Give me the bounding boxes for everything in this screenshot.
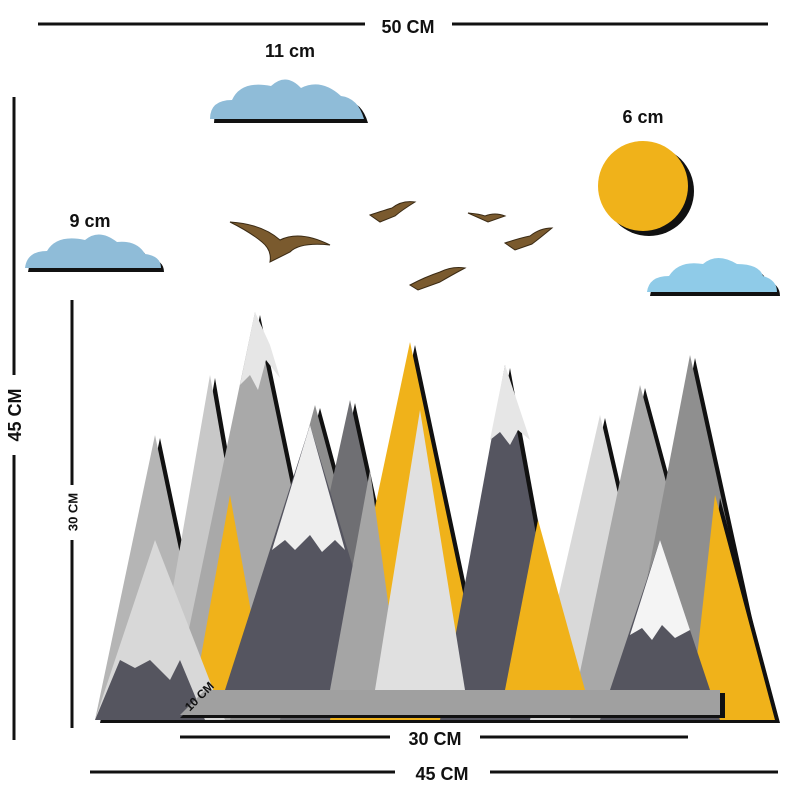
cloud-large-label: 11 cm (265, 41, 315, 61)
cloud-large (210, 79, 368, 123)
cloud-small-label: 9 cm (69, 211, 110, 231)
cloud-small (25, 234, 164, 272)
top-width-label: 50 CM (381, 17, 434, 37)
mountain-width-label: 45 CM (415, 764, 468, 784)
total-height-label: 45 CM (5, 388, 25, 441)
mountains (95, 312, 780, 723)
birds (229, 201, 554, 291)
cloud-right (647, 258, 780, 296)
sun-label: 6 cm (622, 107, 663, 127)
shelf-width-label: 30 CM (408, 729, 461, 749)
mountain-height-label: 30 CM (65, 493, 80, 531)
sun (598, 141, 688, 231)
